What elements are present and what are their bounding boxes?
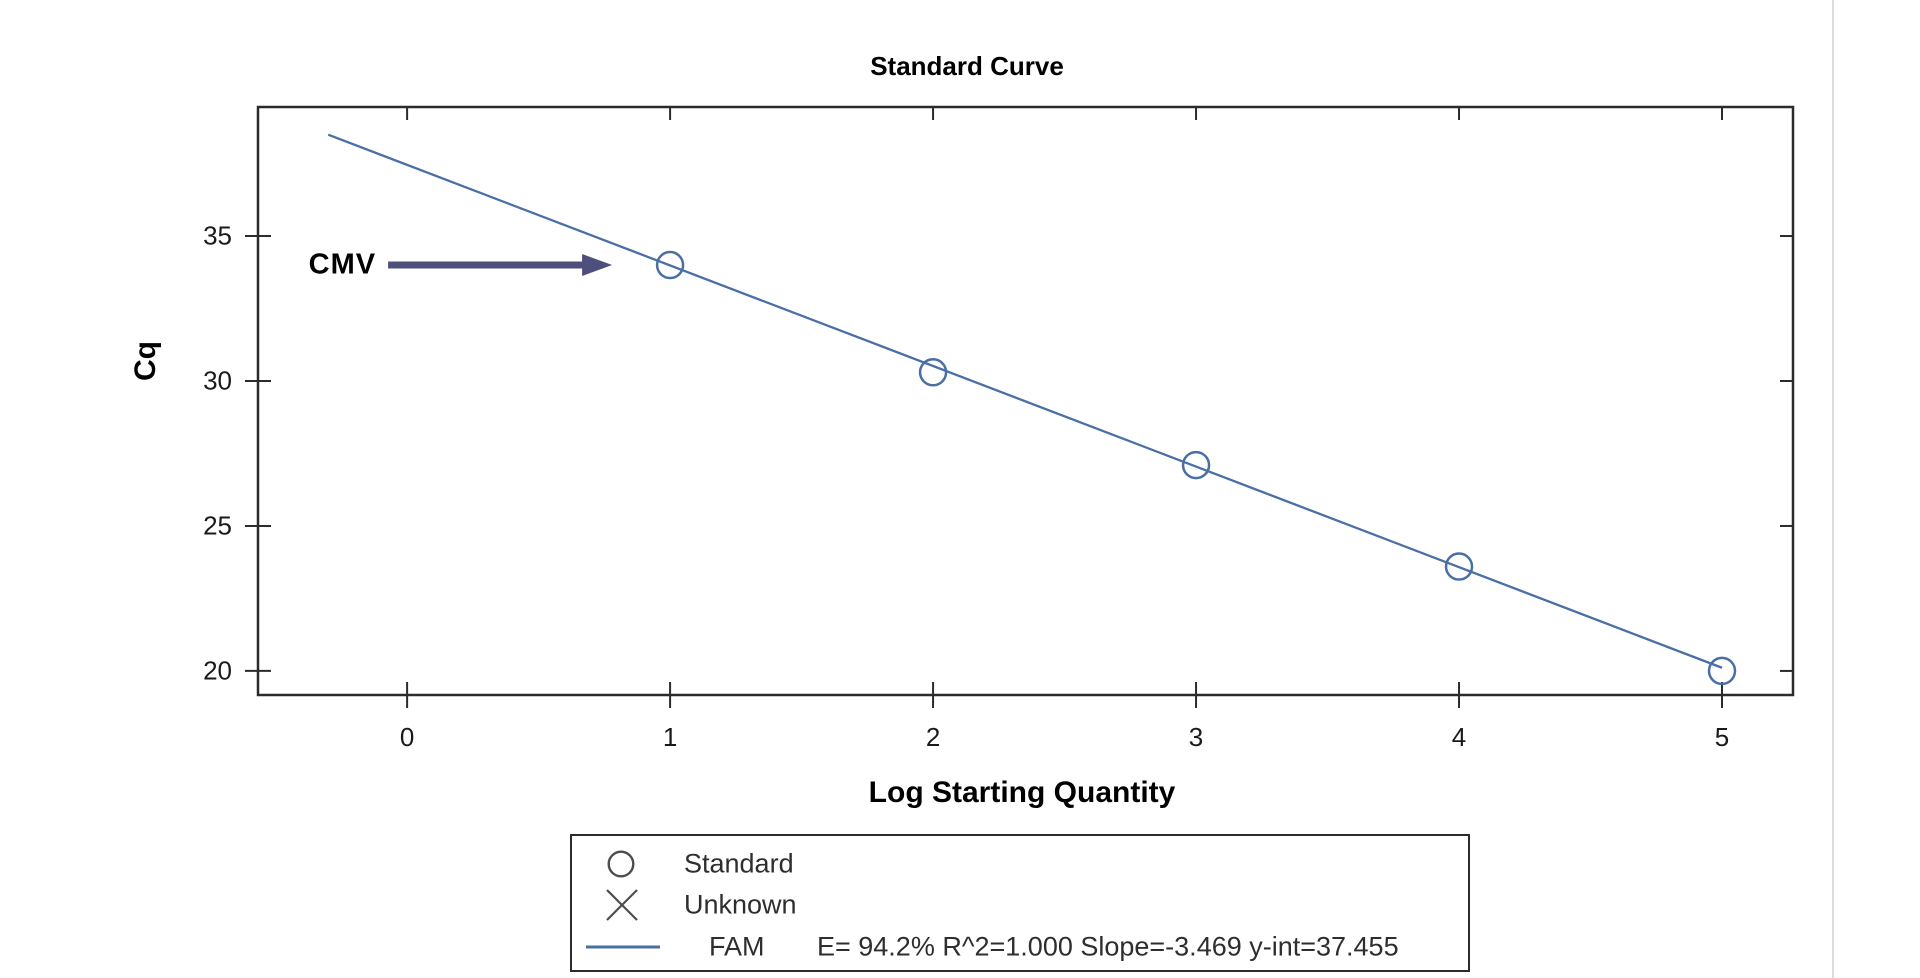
- x-marker-icon: [606, 889, 638, 921]
- y-tick-label: 30: [203, 365, 232, 396]
- legend-box: Standard Unknown FAM E= 94.2% R^2=1.000 …: [570, 834, 1470, 972]
- x-tick-label: 3: [1188, 722, 1204, 752]
- x-tick-label: 0: [399, 722, 415, 752]
- plot-frame: [256, 105, 1795, 697]
- standard-point-marker: [1181, 450, 1211, 480]
- x-tick-label: 5: [1714, 722, 1730, 752]
- legend-label-standard: Standard: [684, 848, 794, 879]
- y-tick-label: 35: [203, 220, 232, 251]
- y-tick-label: 20: [203, 655, 232, 686]
- circle-marker-icon: [607, 850, 635, 878]
- y-tick-label: 25: [203, 510, 232, 541]
- x-tick-label: 1: [662, 722, 678, 752]
- standard-point-marker: [1444, 552, 1474, 581]
- chart-title: Standard Curve: [870, 51, 1064, 81]
- x-tick-label: 2: [925, 722, 941, 752]
- standard-point-marker: [918, 358, 948, 387]
- annotation-label: CMV: [308, 248, 377, 281]
- legend-label-fam: FAM: [709, 931, 765, 962]
- legend-label-unknown: Unknown: [684, 889, 797, 920]
- x-axis-label: Log Starting Quantity: [868, 776, 1176, 809]
- standard-point-marker: [655, 250, 685, 280]
- standard-point-marker: [1707, 656, 1737, 686]
- panel-divider-line: [1832, 0, 1834, 978]
- annotation-arrow-head: [582, 254, 613, 277]
- fam-regression-line: [327, 133, 1723, 669]
- line-marker-icon: [586, 945, 660, 949]
- x-tick-label: 4: [1451, 722, 1467, 752]
- legend-fit-stats: E= 94.2% R^2=1.000 Slope=-3.469 y-int=37…: [817, 931, 1399, 962]
